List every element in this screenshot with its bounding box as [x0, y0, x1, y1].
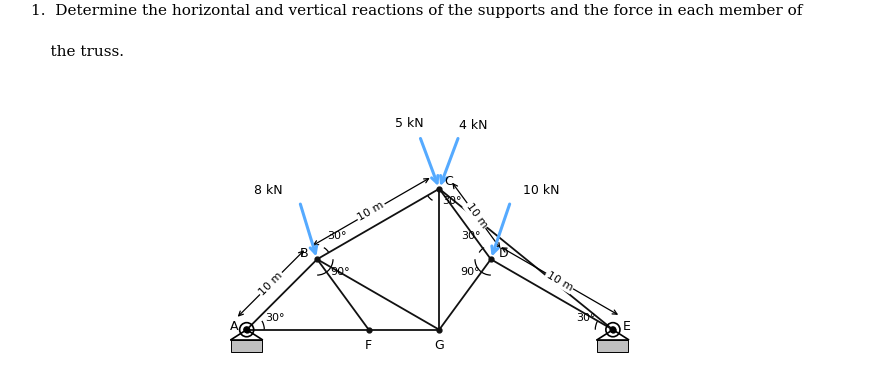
Text: 30°: 30°: [442, 196, 462, 206]
Text: E: E: [623, 320, 631, 333]
Text: 30°: 30°: [576, 313, 596, 323]
Text: 30°: 30°: [265, 313, 285, 323]
Text: 10 m: 10 m: [356, 201, 386, 223]
Text: the truss.: the truss.: [31, 45, 124, 59]
Text: 4 kN: 4 kN: [459, 119, 487, 132]
Bar: [597, 340, 628, 352]
Text: 5 kN: 5 kN: [396, 117, 424, 130]
Text: A: A: [230, 320, 238, 333]
Text: G: G: [434, 339, 444, 352]
Text: D: D: [499, 247, 508, 260]
Text: 30°: 30°: [327, 231, 346, 241]
Text: 1.  Determine the horizontal and vertical reactions of the supports and the forc: 1. Determine the horizontal and vertical…: [31, 4, 803, 18]
Text: 8 kN: 8 kN: [254, 185, 282, 198]
Text: 90°: 90°: [460, 267, 479, 277]
Text: B: B: [300, 247, 308, 260]
Text: C: C: [445, 175, 454, 188]
Text: 30°: 30°: [462, 231, 481, 241]
Bar: [231, 340, 263, 352]
Text: F: F: [366, 339, 373, 352]
Circle shape: [610, 327, 616, 333]
Text: 10 m: 10 m: [257, 270, 285, 297]
Text: 10 m: 10 m: [544, 270, 574, 292]
Text: 10 m: 10 m: [464, 201, 489, 230]
Text: 90°: 90°: [329, 267, 350, 277]
Text: 10 kN: 10 kN: [523, 185, 559, 198]
Circle shape: [244, 327, 249, 333]
